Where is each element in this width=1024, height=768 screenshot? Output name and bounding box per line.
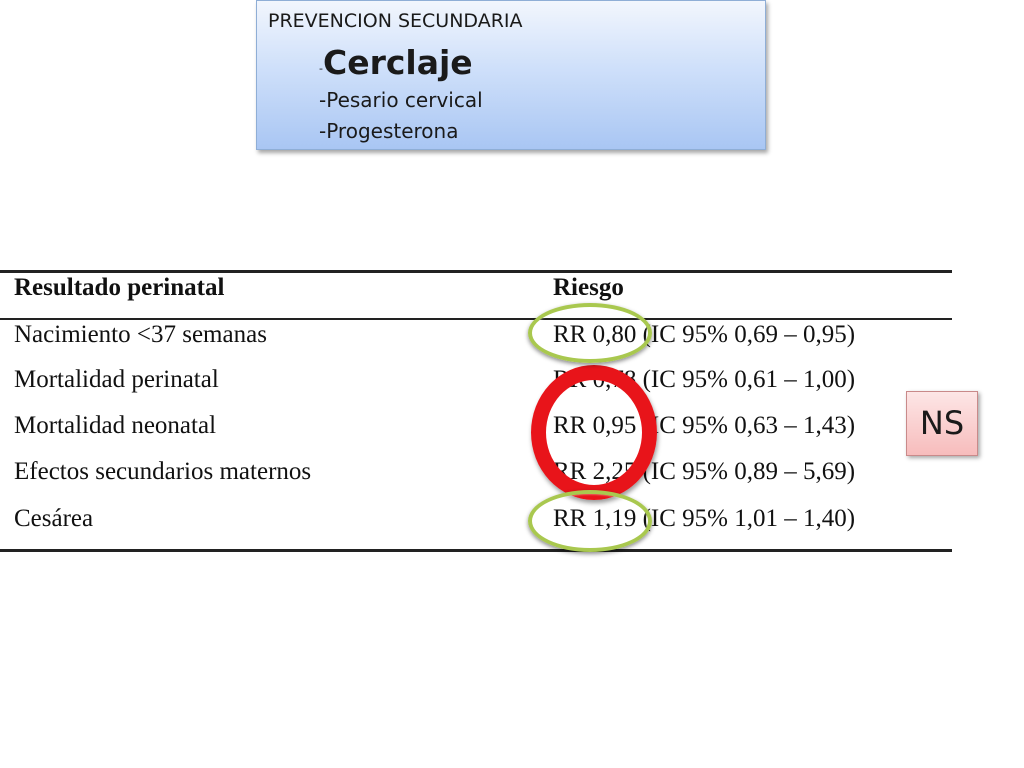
table-top-rule [0,270,952,273]
prevention-box: PREVENCION SECUNDARIA -Cerclaje -Pesario… [256,0,766,150]
table-row-outcome: Mortalidad neonatal [14,412,217,439]
green-circle-highlight-top [528,303,652,363]
table-row-outcome: Mortalidad perinatal [14,366,219,393]
item-cerclaje-text: Cerclaje [322,43,473,82]
green-circle-highlight-bottom [528,490,652,552]
item-progesterona: -Progesterona [319,119,459,143]
table-header-rule [0,318,952,320]
table-bottom-rule [0,549,952,552]
table-row-outcome: Cesárea [14,505,94,532]
item-cerclaje: -Cerclaje [319,43,473,82]
item-pesario: -Pesario cervical [319,88,483,112]
red-circle-highlight [531,365,657,500]
header-outcome: Resultado perinatal [14,274,225,301]
table-row-outcome: Nacimiento <37 semanas [14,321,267,348]
header-risk: Riesgo [553,274,624,301]
item-cerclaje-dash: - [319,62,323,75]
box-title: PREVENCION SECUNDARIA [268,10,523,32]
table-row-outcome: Efectos secundarios maternos [14,458,312,485]
ns-label: NS [906,391,978,456]
